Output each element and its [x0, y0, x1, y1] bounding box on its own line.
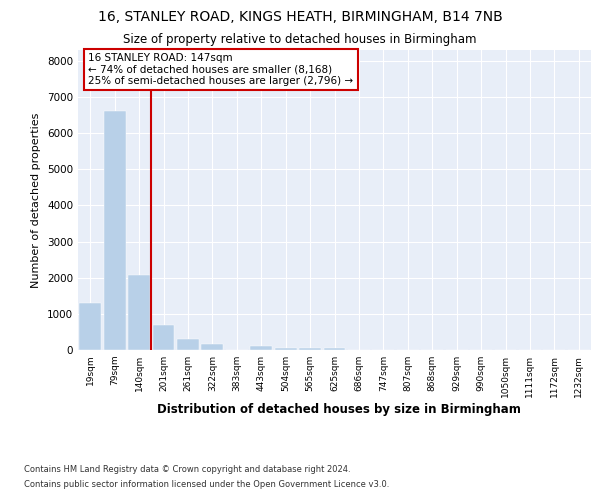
Text: 16 STANLEY ROAD: 147sqm
← 74% of detached houses are smaller (8,168)
25% of semi: 16 STANLEY ROAD: 147sqm ← 74% of detache…: [88, 53, 353, 86]
Text: Contains HM Land Registry data © Crown copyright and database right 2024.: Contains HM Land Registry data © Crown c…: [24, 465, 350, 474]
Bar: [323, 348, 346, 350]
Bar: [152, 326, 175, 350]
Y-axis label: Number of detached properties: Number of detached properties: [31, 112, 41, 288]
Bar: [299, 348, 321, 350]
Text: Contains public sector information licensed under the Open Government Licence v3: Contains public sector information licen…: [24, 480, 389, 489]
Bar: [128, 275, 150, 350]
Bar: [202, 344, 223, 350]
Text: Distribution of detached houses by size in Birmingham: Distribution of detached houses by size …: [157, 402, 521, 415]
Bar: [79, 303, 101, 350]
Text: Size of property relative to detached houses in Birmingham: Size of property relative to detached ho…: [123, 32, 477, 46]
Bar: [250, 346, 272, 350]
Bar: [177, 339, 199, 350]
Bar: [104, 112, 125, 350]
Bar: [275, 348, 296, 350]
Text: 16, STANLEY ROAD, KINGS HEATH, BIRMINGHAM, B14 7NB: 16, STANLEY ROAD, KINGS HEATH, BIRMINGHA…: [98, 10, 502, 24]
